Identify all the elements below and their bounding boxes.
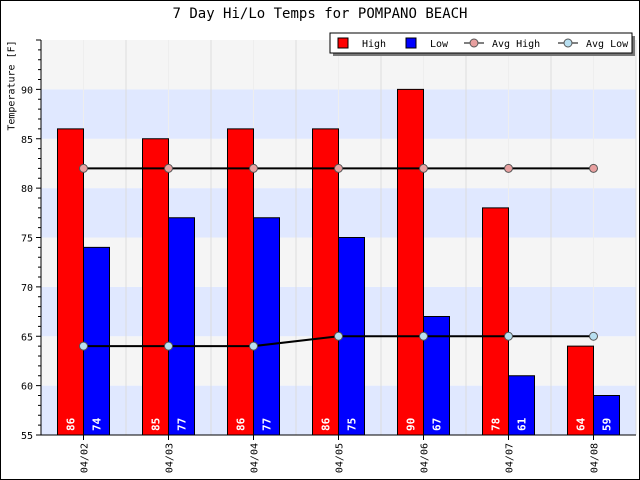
legend-label: Avg Low [586, 39, 629, 50]
y-tick-label: 90 [21, 85, 33, 96]
bar-high [227, 128, 254, 436]
bar-low-label: 75 [346, 418, 359, 431]
avg-high-point [249, 163, 258, 173]
bar-low-label: 77 [176, 418, 189, 431]
bar-low-label: 74 [91, 417, 104, 431]
bar-low [168, 217, 195, 436]
avg-low-point [504, 331, 513, 341]
legend-label: High [362, 39, 386, 50]
bar-low [508, 375, 535, 436]
avg-high-point [504, 163, 513, 173]
bar-high [397, 88, 424, 436]
bar-high-label: 86 [320, 417, 333, 431]
bar-high [142, 138, 169, 436]
legend-swatch-marker [563, 38, 573, 48]
bar-high [482, 207, 509, 436]
avg-low-point [249, 341, 258, 351]
y-tick-label: 60 [21, 382, 33, 393]
avg-low-point [589, 331, 598, 341]
legend: High Low Avg High Avg Low [329, 32, 635, 56]
x-tick-label: 04/02 [80, 443, 91, 473]
avg-low-point [79, 341, 88, 351]
avg-low-point [419, 331, 428, 341]
x-tick-label: 04/05 [335, 443, 346, 473]
bar-high-label: 85 [150, 418, 163, 431]
bar-high-label: 64 [575, 417, 588, 431]
bar-low-label: 59 [601, 418, 614, 431]
bar-low [253, 217, 280, 436]
avg-high-point [334, 163, 343, 173]
bar-high [312, 128, 339, 436]
avg-high-point [79, 163, 88, 173]
bar-low-label: 61 [516, 417, 529, 431]
legend-label: Avg High [492, 39, 540, 50]
legend-label: Low [430, 39, 449, 50]
bar-low-label: 67 [431, 418, 444, 431]
chart-title: 7 Day Hi/Lo Temps for POMPANO BEACH [172, 6, 468, 22]
bar-high-label: 90 [405, 418, 418, 431]
bar-high-label: 86 [65, 417, 78, 431]
avg-low-point [164, 341, 173, 351]
bar-high-label: 86 [235, 417, 248, 431]
y-tick-label: 80 [21, 184, 33, 195]
legend-swatch [405, 37, 417, 49]
x-tick-label: 04/04 [250, 443, 261, 473]
avg-high-point [164, 163, 173, 173]
bar-low [83, 246, 110, 436]
y-tick-label: 75 [21, 234, 33, 245]
x-tick-label: 04/03 [165, 443, 176, 473]
bar-low [593, 395, 620, 436]
avg-high-point [419, 163, 428, 173]
y-tick-label: 85 [21, 135, 33, 146]
bar-high-label: 78 [490, 418, 503, 431]
bar-low-label: 77 [261, 418, 274, 431]
y-tick-label: 55 [21, 431, 33, 442]
avg-low-point [334, 331, 343, 341]
bar-high [567, 345, 594, 436]
legend-swatch-marker [469, 38, 479, 48]
bar-high [57, 128, 84, 436]
x-tick-label: 04/07 [505, 443, 516, 473]
y-tick-label: 70 [21, 283, 33, 294]
avg-high-point [589, 163, 598, 173]
x-tick-label: 04/06 [420, 443, 431, 473]
y-tick-label: 65 [21, 332, 33, 343]
legend-swatch [337, 37, 349, 49]
x-tick-label: 04/08 [590, 443, 601, 473]
